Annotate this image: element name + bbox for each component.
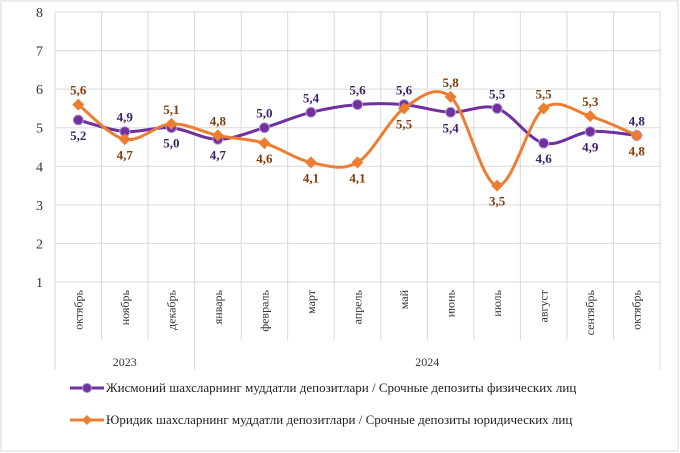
legend-item-legal-entities: Юридик шахсларнинг муддатли депозитлари … xyxy=(70,412,572,428)
y-tick-label: 8 xyxy=(36,6,43,21)
data-label: 5,6 xyxy=(396,83,413,98)
y-tick-label: 5 xyxy=(36,122,43,137)
data-point xyxy=(538,137,550,149)
y-tick-label: 3 xyxy=(36,199,43,214)
x-tick-label: май xyxy=(397,289,411,309)
legend-marker-diamond-icon xyxy=(70,415,104,425)
data-label: 4,9 xyxy=(582,140,599,155)
data-point xyxy=(491,102,503,114)
x-tick-label: ноябрь xyxy=(118,289,132,325)
data-label: 4,6 xyxy=(256,151,273,166)
data-label: 4,8 xyxy=(210,113,227,128)
data-label: 5,1 xyxy=(163,102,179,117)
data-label: 5,6 xyxy=(349,83,366,98)
data-point xyxy=(304,156,317,169)
data-label: 5,0 xyxy=(256,106,272,121)
x-tick-label: октябрь xyxy=(630,289,644,329)
x-tick-label: март xyxy=(304,289,318,314)
y-tick-label: 4 xyxy=(36,160,43,175)
data-label: 5,3 xyxy=(582,94,599,109)
y-tick-label: 1 xyxy=(36,276,43,291)
data-point xyxy=(584,126,596,138)
data-label: 5,0 xyxy=(163,136,179,151)
year-label: 2024 xyxy=(415,355,439,369)
data-point xyxy=(630,129,643,142)
legend-item-individuals: Жисмоний шахсларнинг муддатли депозитлар… xyxy=(70,380,576,396)
x-tick-label: февраль xyxy=(257,289,271,331)
data-point xyxy=(72,98,85,111)
data-label: 5,8 xyxy=(442,75,459,90)
data-label: 4,1 xyxy=(349,170,365,185)
x-tick-label: декабрь xyxy=(164,289,178,330)
data-point xyxy=(584,110,597,123)
data-point xyxy=(351,156,364,169)
y-tick-label: 6 xyxy=(36,83,43,98)
legend-marker-circle-icon xyxy=(70,383,104,393)
data-point xyxy=(537,102,550,115)
data-point xyxy=(352,99,363,111)
data-label: 5,5 xyxy=(536,86,553,101)
data-point xyxy=(258,137,271,150)
data-point xyxy=(444,90,457,103)
x-tick-label: январь xyxy=(211,289,225,324)
data-point xyxy=(305,106,317,118)
x-tick-label: апрель xyxy=(351,289,365,324)
y-tick-label: 2 xyxy=(36,237,43,252)
data-label: 5,5 xyxy=(489,86,506,101)
x-tick-label: июль xyxy=(490,289,504,316)
y-tick-label: 7 xyxy=(36,45,43,60)
data-label: 5,2 xyxy=(70,128,86,143)
data-label: 3,5 xyxy=(489,194,506,209)
data-label: 4,1 xyxy=(303,170,319,185)
data-point xyxy=(72,114,84,126)
data-label: 4,9 xyxy=(117,110,134,125)
data-point xyxy=(118,133,131,146)
data-label: 5,6 xyxy=(70,83,87,98)
x-tick-label: октябрь xyxy=(71,289,85,329)
data-point xyxy=(165,117,178,130)
data-label: 4,8 xyxy=(629,143,646,158)
legend-label: Юридик шахсларнинг муддатли депозитлари … xyxy=(106,412,573,427)
data-point xyxy=(258,122,270,134)
x-tick-label: сентябрь xyxy=(583,289,597,335)
data-label: 5,4 xyxy=(442,120,459,135)
data-label: 5,5 xyxy=(396,116,413,131)
data-label: 4,8 xyxy=(629,113,646,128)
data-label: 4,6 xyxy=(536,151,553,166)
data-label: 4,7 xyxy=(117,147,134,162)
data-label: 4,7 xyxy=(210,147,227,162)
data-point xyxy=(491,179,504,192)
year-label: 2023 xyxy=(113,355,137,369)
data-point xyxy=(211,129,224,142)
x-tick-label: август xyxy=(537,289,551,322)
data-label: 5,4 xyxy=(303,90,320,105)
data-point xyxy=(398,102,411,115)
data-point xyxy=(445,106,457,118)
legend-label: Жисмоний шахсларнинг муддатли депозитлар… xyxy=(106,380,577,395)
x-tick-label: июнь xyxy=(444,289,458,317)
